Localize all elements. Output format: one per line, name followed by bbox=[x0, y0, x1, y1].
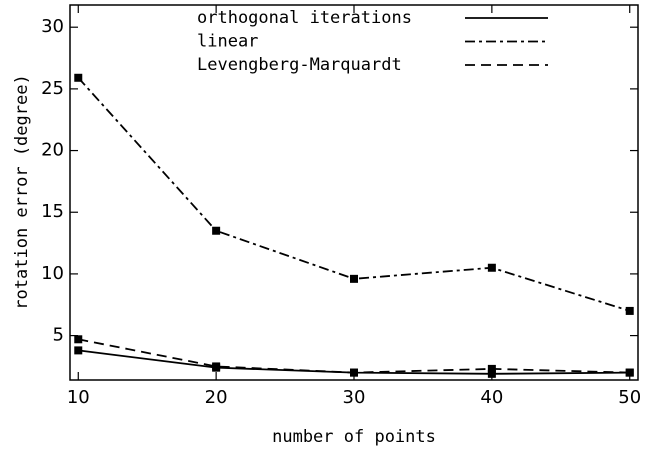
marker bbox=[625, 306, 634, 315]
y-tick-label: 5 bbox=[53, 325, 64, 346]
marker bbox=[74, 73, 83, 82]
x-tick-label: 10 bbox=[67, 387, 90, 408]
y-tick-label: 25 bbox=[41, 78, 64, 99]
x-tick-label: 50 bbox=[618, 387, 641, 408]
marker bbox=[212, 226, 221, 235]
marker bbox=[74, 346, 83, 355]
x-axis-label: number of points bbox=[272, 427, 436, 447]
marker bbox=[350, 368, 358, 377]
y-axis-label: rotation error (degree) bbox=[12, 74, 32, 309]
marker bbox=[74, 335, 83, 344]
marker bbox=[625, 368, 634, 377]
y-tick-label: 10 bbox=[41, 263, 64, 284]
legend-label: linear bbox=[197, 32, 258, 52]
y-tick-label: 15 bbox=[41, 201, 64, 222]
x-tick-label: 40 bbox=[480, 387, 503, 408]
x-tick-label: 20 bbox=[205, 387, 228, 408]
marker bbox=[487, 364, 496, 373]
y-tick-label: 30 bbox=[41, 16, 64, 37]
marker bbox=[212, 362, 221, 371]
legend-label: orthogonal iterations bbox=[197, 8, 412, 28]
x-tick-label: 30 bbox=[343, 387, 366, 408]
y-tick-label: 20 bbox=[41, 140, 64, 161]
series-line bbox=[78, 338, 630, 374]
legend-label: Levengberg-Marquardt bbox=[197, 55, 402, 75]
marker bbox=[487, 369, 496, 378]
marker bbox=[487, 263, 496, 272]
marker bbox=[350, 274, 358, 283]
